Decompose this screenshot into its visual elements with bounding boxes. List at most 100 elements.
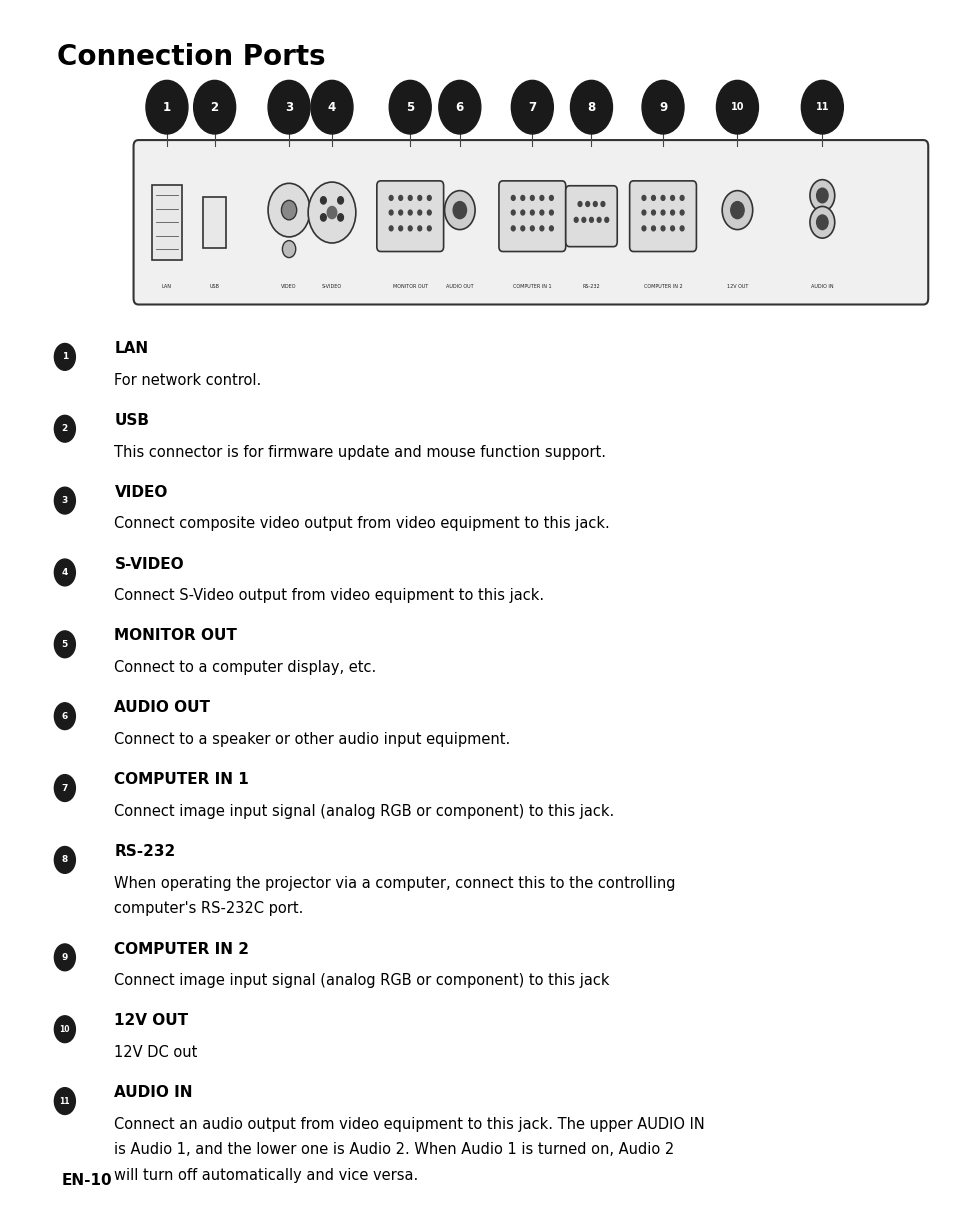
Circle shape <box>816 188 827 203</box>
Text: 3: 3 <box>285 101 293 113</box>
Circle shape <box>716 80 758 134</box>
Text: COMPUTER IN 2: COMPUTER IN 2 <box>643 284 681 289</box>
Text: MONITOR OUT: MONITOR OUT <box>393 284 427 289</box>
Text: 11: 11 <box>815 102 828 112</box>
FancyBboxPatch shape <box>133 140 927 304</box>
Circle shape <box>389 195 393 200</box>
Text: 1: 1 <box>163 101 171 113</box>
Text: Connection Ports: Connection Ports <box>57 43 326 71</box>
Circle shape <box>311 80 353 134</box>
Text: Connect image input signal (analog RGB or component) to this jack.: Connect image input signal (analog RGB o… <box>114 804 614 818</box>
FancyBboxPatch shape <box>629 181 696 252</box>
Circle shape <box>54 1016 75 1043</box>
Circle shape <box>539 209 543 214</box>
Text: LAN: LAN <box>114 341 149 356</box>
Circle shape <box>730 202 743 219</box>
Circle shape <box>539 227 543 231</box>
Text: AUDIO OUT: AUDIO OUT <box>446 284 473 289</box>
Circle shape <box>589 217 593 223</box>
Circle shape <box>520 227 524 231</box>
Text: 6: 6 <box>456 101 463 113</box>
Text: Connect an audio output from video equipment to this jack. The upper AUDIO IN: Connect an audio output from video equip… <box>114 1117 704 1132</box>
Text: 8: 8 <box>587 101 595 113</box>
Circle shape <box>679 195 683 200</box>
Circle shape <box>417 195 421 200</box>
Text: 1: 1 <box>62 352 68 362</box>
Text: 2: 2 <box>62 424 68 434</box>
Text: S-VIDEO: S-VIDEO <box>321 284 342 289</box>
Circle shape <box>268 183 310 238</box>
Circle shape <box>54 775 75 801</box>
Text: For network control.: For network control. <box>114 373 261 387</box>
Circle shape <box>389 227 393 231</box>
Circle shape <box>453 202 466 219</box>
Text: S-VIDEO: S-VIDEO <box>114 557 184 571</box>
Circle shape <box>511 195 515 200</box>
Circle shape <box>574 217 578 223</box>
Text: COMPUTER IN 1: COMPUTER IN 1 <box>513 284 551 289</box>
Circle shape <box>549 209 553 214</box>
Circle shape <box>308 181 355 244</box>
Circle shape <box>570 80 612 134</box>
Text: 9: 9 <box>62 952 68 962</box>
Text: AUDIO IN: AUDIO IN <box>114 1085 193 1100</box>
Text: MONITOR OUT: MONITOR OUT <box>114 628 237 643</box>
Circle shape <box>54 944 75 971</box>
Circle shape <box>670 195 674 200</box>
Circle shape <box>801 80 842 134</box>
Circle shape <box>597 217 600 223</box>
Circle shape <box>417 209 421 214</box>
Circle shape <box>320 214 326 222</box>
Circle shape <box>539 195 543 200</box>
Circle shape <box>721 190 752 230</box>
Circle shape <box>670 209 674 214</box>
Circle shape <box>54 343 75 370</box>
Circle shape <box>54 631 75 658</box>
Circle shape <box>530 209 534 214</box>
Circle shape <box>398 195 402 200</box>
Circle shape <box>520 195 524 200</box>
Text: COMPUTER IN 2: COMPUTER IN 2 <box>114 942 250 956</box>
Circle shape <box>581 217 585 223</box>
Text: AUDIO IN: AUDIO IN <box>810 284 833 289</box>
Circle shape <box>54 559 75 586</box>
Circle shape <box>444 190 475 230</box>
Circle shape <box>679 227 683 231</box>
Text: When operating the projector via a computer, connect this to the controlling: When operating the projector via a compu… <box>114 876 676 890</box>
Circle shape <box>54 847 75 873</box>
Circle shape <box>438 80 480 134</box>
Circle shape <box>809 207 834 239</box>
Circle shape <box>54 1088 75 1114</box>
Circle shape <box>549 227 553 231</box>
Circle shape <box>604 217 608 223</box>
Circle shape <box>651 195 655 200</box>
Circle shape <box>530 195 534 200</box>
Circle shape <box>530 227 534 231</box>
Circle shape <box>427 209 431 214</box>
Circle shape <box>389 80 431 134</box>
Circle shape <box>641 209 645 214</box>
Circle shape <box>54 487 75 514</box>
Text: 12V DC out: 12V DC out <box>114 1045 197 1060</box>
Circle shape <box>54 415 75 442</box>
Circle shape <box>146 80 188 134</box>
Text: 7: 7 <box>528 101 536 113</box>
Text: RS-232: RS-232 <box>582 284 599 289</box>
Text: USB: USB <box>210 284 219 289</box>
Text: VIDEO: VIDEO <box>281 284 296 289</box>
Circle shape <box>641 227 645 231</box>
Text: 6: 6 <box>62 711 68 721</box>
Text: Connect composite video output from video equipment to this jack.: Connect composite video output from vide… <box>114 516 610 531</box>
Circle shape <box>641 195 645 200</box>
Circle shape <box>600 201 604 207</box>
Circle shape <box>282 241 295 258</box>
Circle shape <box>809 179 834 211</box>
Circle shape <box>427 227 431 231</box>
Text: 8: 8 <box>62 855 68 865</box>
FancyBboxPatch shape <box>203 196 226 248</box>
Circle shape <box>651 209 655 214</box>
Circle shape <box>593 201 597 207</box>
Circle shape <box>660 227 664 231</box>
Text: 12V OUT: 12V OUT <box>726 284 747 289</box>
Circle shape <box>281 200 296 220</box>
